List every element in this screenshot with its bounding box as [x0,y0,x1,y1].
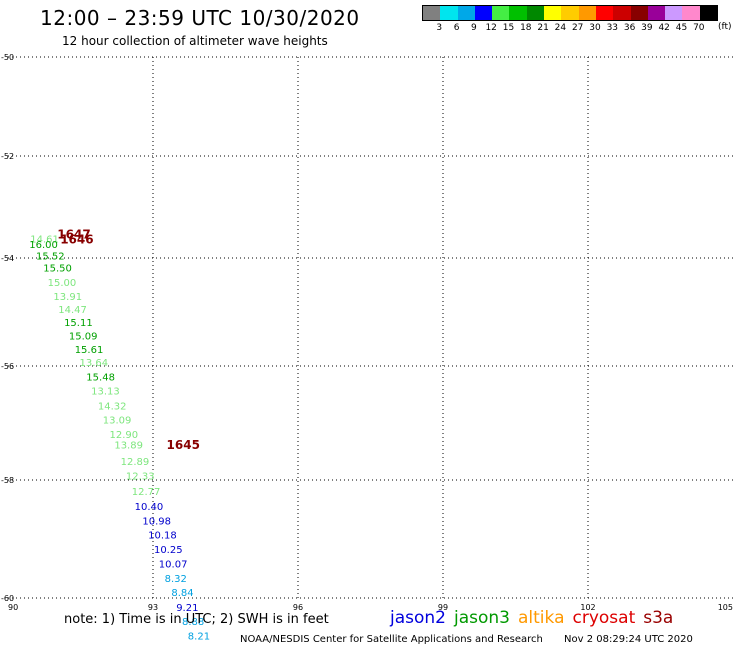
legend-swatch [578,6,596,20]
swh-value-label: 15.00 [48,278,77,289]
swh-value-label: 12.77 [132,487,161,498]
legend-tick: 18 [520,23,532,33]
swh-value-label: 13.13 [91,387,120,398]
legend-swatch [509,6,527,20]
swh-value-label: 12.90 [110,430,139,441]
timestamp-text: Nov 2 08:29:24 UTC 2020 [564,634,693,645]
swh-value-label: 12.89 [121,457,150,468]
legend-swatch [440,6,458,20]
legend-tick: 42 [658,23,670,33]
swh-value-label: 14.32 [98,401,127,412]
legend-swatches [422,5,719,21]
legend-tick: 39 [641,23,653,33]
legend-tick: 3 [436,23,443,33]
swh-value-label: 10.40 [135,502,164,513]
color-legend: 3 6 9 12 15 18 21 24 27 30 33 36 39 42 45 70 [422,5,719,35]
legend-swatch [682,6,700,20]
legend-swatch [647,6,666,20]
legend-tick-labels: 3 6 9 12 15 18 21 24 27 30 33 36 39 42 45 70 [422,21,718,35]
swh-value-label: 15.09 [69,332,98,343]
swh-value-label: 15.52 [36,252,65,263]
swh-value-label: 13.09 [103,416,132,427]
legend-tick: 45 [675,23,688,33]
x-tick-label: 93 [148,603,158,612]
legend-tick: 12 [485,23,497,33]
swh-value-label: 15.50 [43,264,72,275]
legend-tick: 21 [537,23,549,33]
legend-swatch [665,6,683,20]
time-label: 1647 [57,228,90,242]
legend-tick: 30 [589,23,601,33]
swh-value-label: 13.89 [114,441,143,452]
legend-swatch [595,6,614,20]
swh-value-label: 15.48 [86,372,115,383]
legend-swatch [492,6,510,20]
swh-value-label: 15.11 [64,318,93,329]
legend-tick: 33 [606,23,619,33]
x-tick-label: 99 [438,603,448,612]
legend-swatch [474,6,493,20]
credit-text: NOAA/NESDIS Center for Satellite Applica… [240,634,543,645]
legend-swatch [423,6,441,20]
swh-value-label: 8.84 [171,588,193,599]
x-tick-label: 90 [8,603,18,612]
map-title: 12:00 – 23:59 UTC 10/30/2020 [40,6,360,30]
swh-value-label: 13.91 [53,292,82,303]
satellite-jason3: jason3 [454,608,510,628]
y-tick-label: -58 [1,476,14,485]
swh-value-label: 10.07 [159,559,188,570]
swh-value-label: 10.18 [148,530,177,541]
y-tick-label: -60 [1,594,14,603]
swh-value-label: 15.61 [75,345,104,356]
swh-value-label: 14.61 [30,235,59,246]
y-tick-label: -56 [1,362,14,371]
x-tick-label: 105 [718,603,733,612]
swh-value-label: 16.00 [29,240,58,251]
legend-tick: 9 [471,23,477,33]
x-tick-label: 96 [293,603,303,612]
satellite-altika: altika [518,608,565,628]
legend-swatch [561,6,579,20]
legend-swatch [630,6,648,20]
legend-swatch [544,6,562,20]
swh-value-label: 12.33 [126,471,155,482]
swh-value-label: 14.47 [58,305,87,316]
legend-swatch [457,6,475,20]
y-tick-label: -52 [1,152,14,161]
legend-tick: 27 [571,23,584,33]
time-label: 1645 [167,438,200,452]
y-tick-label: -54 [1,254,14,263]
legend-tick: 6 [453,23,460,33]
satellite-legend: jason2 jason3 altika cryosat s3a [390,608,681,628]
swh-value-label: 10.25 [154,545,183,556]
legend-tick: 36 [623,23,636,33]
map-grid [8,56,733,599]
legend-unit: (ft) [718,22,732,32]
y-tick-label: -50 [1,53,14,62]
legend-swatch [699,6,718,20]
swh-value-label: 10.98 [142,516,171,527]
satellite-jason2: jason2 [390,608,446,628]
swh-value-label: 8.88 [182,617,204,628]
satellite-s3a: s3a [643,608,674,628]
map-subtitle: 12 hour collection of altimeter wave hei… [62,34,328,48]
swh-value-label: 9.21 [176,603,198,614]
satellite-cryosat: cryosat [572,608,636,628]
time-label: 1646 [60,233,93,247]
legend-swatch [613,6,631,20]
legend-tick: 70 [693,23,705,33]
legend-tick: 24 [554,23,567,33]
swh-value-label: 8.32 [165,574,187,585]
legend-swatch [526,6,545,20]
legend-tick: 15 [502,23,515,33]
swh-value-label: 8.21 [188,631,210,642]
x-tick-label: 102 [580,603,595,612]
swh-value-label: 13.64 [80,358,109,369]
note-text: note: 1) Time is in UTC; 2) SWH is in fe… [64,612,329,627]
footer-credit: NOAA/NESDIS Center for Satellite Applica… [240,634,693,645]
